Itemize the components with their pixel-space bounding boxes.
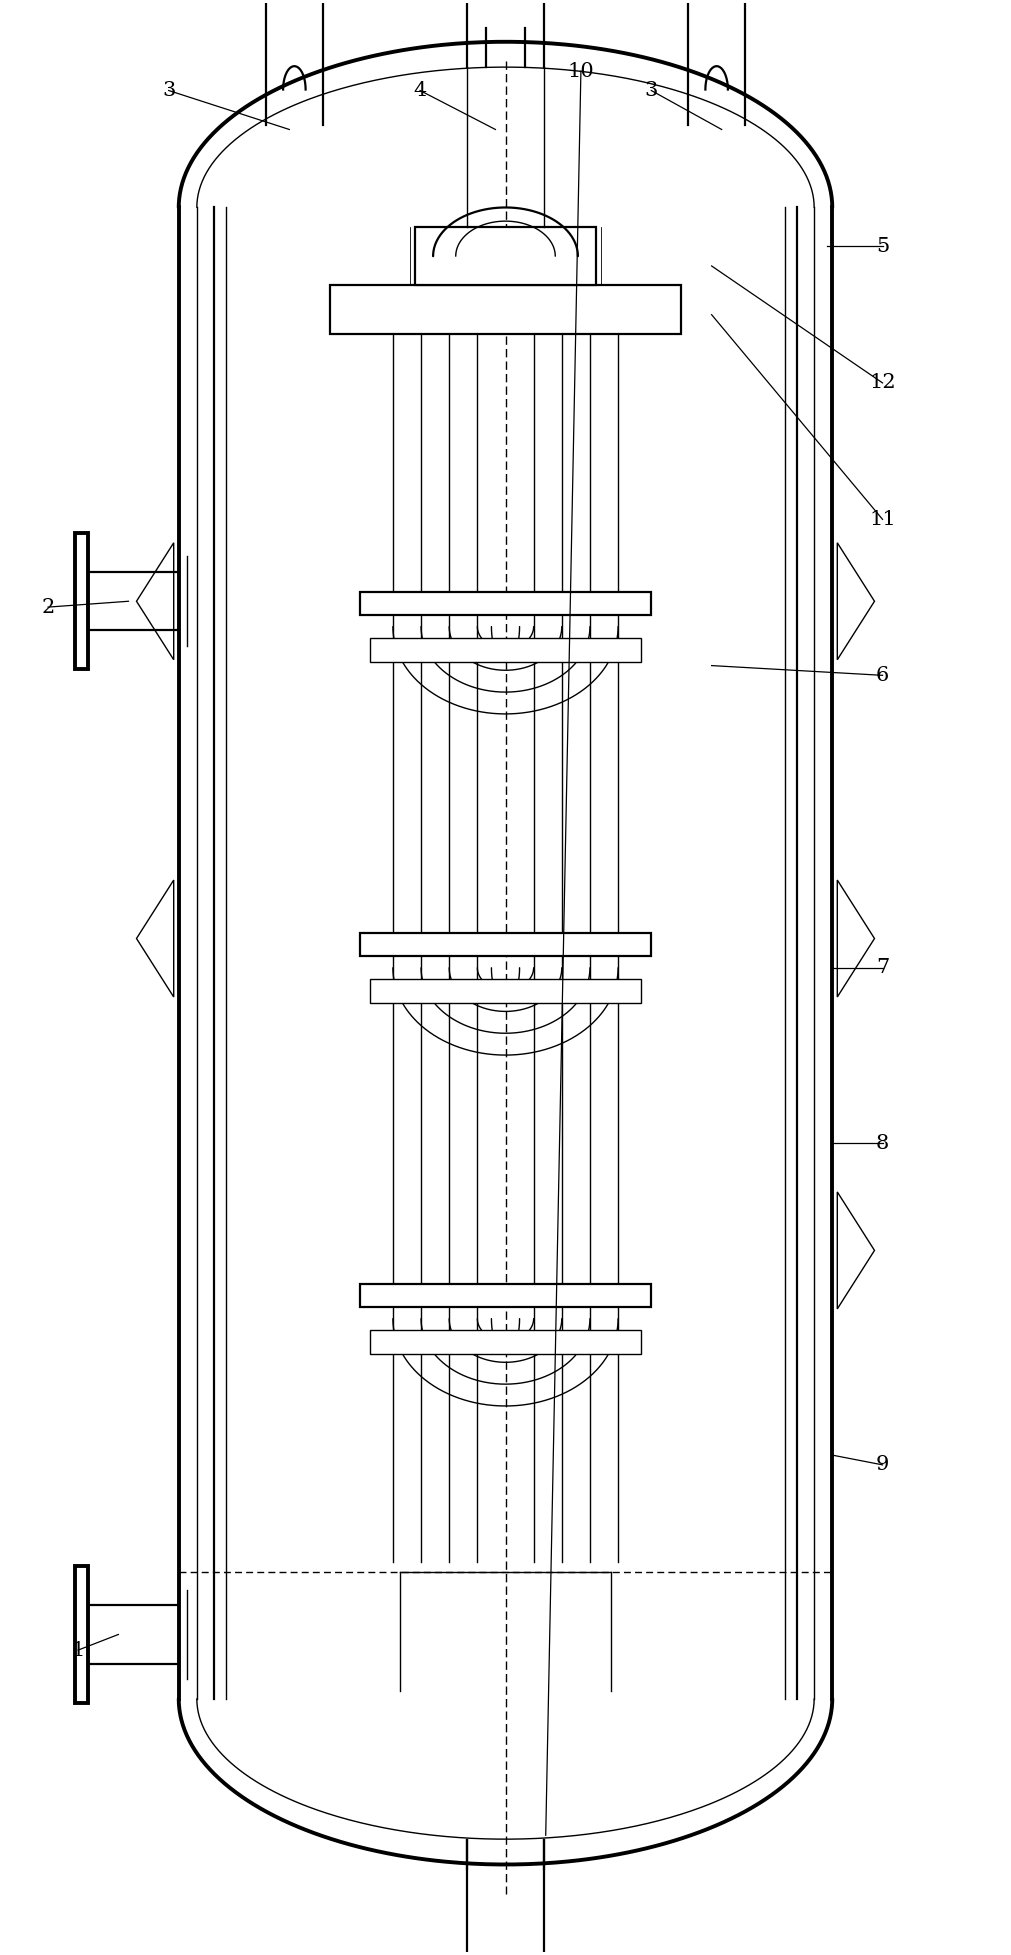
Polygon shape (837, 880, 875, 997)
Text: 11: 11 (869, 510, 896, 530)
Bar (75, 1566, 88, 1703)
Text: 12: 12 (869, 373, 896, 393)
Text: 8: 8 (876, 1134, 889, 1153)
Text: 2: 2 (41, 598, 55, 616)
Text: 6: 6 (876, 667, 889, 684)
Bar (370, 979, 641, 1003)
Text: 5: 5 (876, 237, 889, 256)
Text: 4: 4 (413, 80, 427, 100)
Text: 1: 1 (72, 1640, 85, 1660)
Bar (75, 534, 88, 669)
Polygon shape (837, 1193, 875, 1310)
Polygon shape (136, 543, 174, 659)
Bar (330, 285, 681, 334)
Text: 7: 7 (876, 958, 889, 978)
Bar (370, 1329, 641, 1353)
Text: 10: 10 (567, 61, 594, 80)
Text: 3: 3 (645, 80, 658, 100)
Bar (360, 1284, 651, 1308)
Polygon shape (136, 880, 174, 997)
Text: 9: 9 (876, 1455, 890, 1474)
Polygon shape (837, 543, 875, 659)
Bar (360, 933, 651, 956)
Text: 3: 3 (162, 80, 175, 100)
Bar (415, 227, 596, 285)
Bar (370, 637, 641, 661)
Bar (360, 592, 651, 616)
